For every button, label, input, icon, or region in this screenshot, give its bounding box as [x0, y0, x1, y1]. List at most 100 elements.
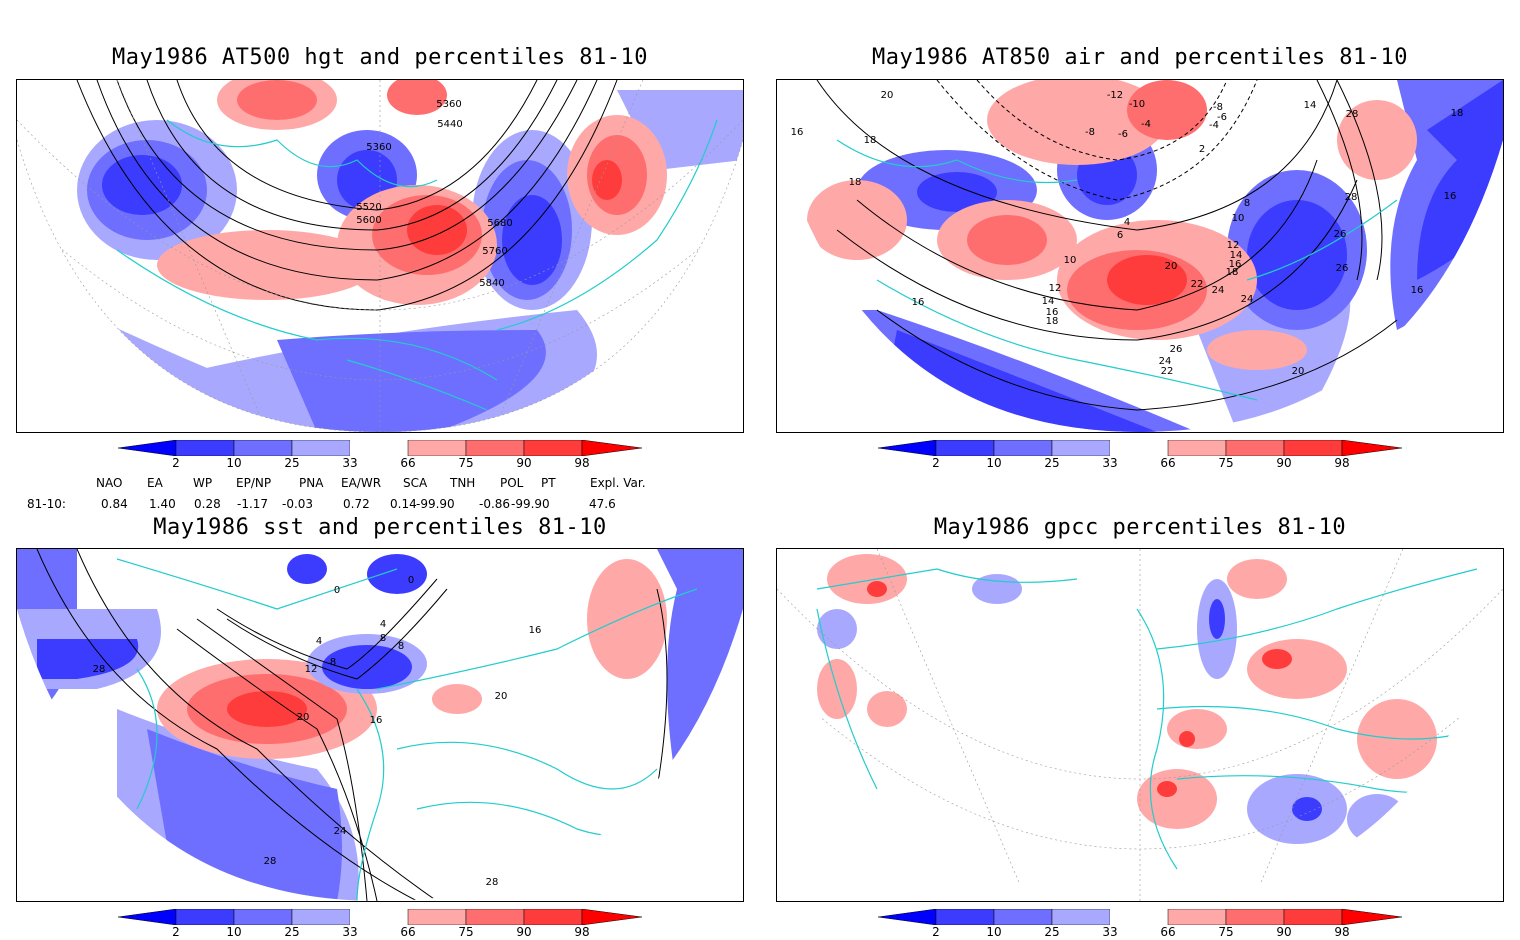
- colorbar-tr: 2 10 25 33 66 75 90 98: [877, 439, 1403, 470]
- index-value: 0.72: [343, 497, 370, 511]
- contour-label: 28: [93, 664, 106, 675]
- index-value: -0.03: [282, 497, 314, 511]
- contour-label: 12: [1049, 283, 1062, 294]
- index-value: -1.17: [237, 497, 269, 511]
- panel-title-bl: May1986 sst and percentiles 81-10: [153, 515, 607, 540]
- contour-label: 24: [1212, 285, 1225, 296]
- contour-label: 16: [370, 715, 383, 726]
- contour-label: 24: [1241, 294, 1254, 305]
- map-panel-sst: 0 0 4 4 8 8 12 8 16 20 20 28 16 24 28 28: [16, 548, 744, 902]
- contour-label: 8: [330, 657, 336, 668]
- index-value: -0.86: [479, 497, 511, 511]
- index-header: POL: [500, 476, 524, 490]
- contour-label: 5360: [366, 142, 391, 153]
- colorbar-label: 98: [574, 925, 590, 939]
- contour-label: 8: [380, 633, 386, 644]
- contour-label: 26: [1170, 344, 1183, 355]
- index-value: 0.28: [194, 497, 221, 511]
- index-value: 1.40: [149, 497, 176, 511]
- index-value: -99.90: [416, 497, 455, 511]
- index-header: EA/WR: [341, 476, 382, 490]
- contour-label: 5440: [437, 119, 462, 130]
- contour-label: 24: [1159, 356, 1172, 367]
- contour-label: 20: [1292, 366, 1305, 377]
- contour-label: 5760: [482, 246, 507, 257]
- colorbar-label: 33: [1102, 456, 1118, 470]
- contour-label: 10: [1064, 255, 1077, 266]
- contour-label: 4: [380, 619, 386, 630]
- colorbar-label: 90: [516, 925, 532, 939]
- contour-label: 26: [1336, 263, 1349, 274]
- contour-label: 28: [1345, 192, 1358, 203]
- index-header: NAO: [96, 476, 123, 490]
- index-header: PT: [541, 476, 556, 490]
- colorbar-label: 10: [986, 456, 1002, 470]
- colorbar-label: 33: [342, 925, 358, 939]
- contour-label: 28: [264, 856, 277, 867]
- contour-label: 16: [1229, 259, 1242, 270]
- contour-label: 2: [1199, 144, 1205, 155]
- contour-label: 14: [1230, 250, 1243, 261]
- contour-label: 5600: [356, 215, 381, 226]
- colorbar-label: 10: [226, 456, 242, 470]
- colorbar-label: 90: [1276, 925, 1292, 939]
- contour-label: 20: [495, 691, 508, 702]
- colorbar-label: 98: [1334, 925, 1350, 939]
- contour-label: 20: [1165, 261, 1178, 272]
- colorbar-label: 25: [1044, 925, 1060, 939]
- colorbar-label: 25: [284, 456, 300, 470]
- colorbar-label: 33: [342, 456, 358, 470]
- contour-label: -8: [1085, 127, 1095, 138]
- contour-labels-air850: 20 16 18 18 -12 -10 -8 -6 -4 -8 -6 -4 2 …: [791, 90, 1464, 377]
- contour-label: 20: [881, 90, 894, 101]
- index-header: SCA: [403, 476, 428, 490]
- contour-label: -12: [1107, 90, 1123, 101]
- colorbar-swatches: [117, 439, 643, 457]
- colorbar-br: 2 10 25 33 66 75 90 98: [877, 908, 1403, 939]
- contour-label: 0: [334, 585, 340, 596]
- contour-label: -8: [1213, 102, 1223, 113]
- contour-label: 5360: [436, 99, 461, 110]
- colorbar-tl: 2 10 25 33 66 75 90 98: [117, 439, 643, 470]
- colorbar-label: 90: [1276, 456, 1292, 470]
- contour-label: 16: [1411, 285, 1424, 296]
- contour-label: -6: [1118, 129, 1128, 140]
- contour-label: 22: [1161, 366, 1174, 377]
- colorbar-label: 98: [1334, 456, 1350, 470]
- contour-label: 16: [791, 127, 804, 138]
- contour-label: 6: [1117, 230, 1123, 241]
- index-header: EA: [147, 476, 163, 490]
- contour-label: 18: [864, 135, 877, 146]
- contour-label: 8: [398, 641, 404, 652]
- contour-label: 16: [1046, 307, 1059, 318]
- contour-label: 14: [1304, 100, 1317, 111]
- index-value: 0.84: [101, 497, 128, 511]
- index-header: Expl. Var.: [590, 476, 646, 490]
- contour-label: 4: [1124, 217, 1130, 228]
- contour-label: 10: [1232, 213, 1245, 224]
- index-row-label: 81-10:: [27, 497, 66, 511]
- contour-label: 5840: [479, 278, 504, 289]
- contour-labels-sst: 0 0 4 4 8 8 12 8 16 20 20 28 16 24 28 28: [93, 575, 542, 888]
- colorbar-label: 98: [574, 456, 590, 470]
- contour-label: -4: [1209, 120, 1219, 131]
- index-value: 47.6: [589, 497, 616, 511]
- contour-label: -4: [1141, 119, 1151, 130]
- map-panel-gpcc: [776, 548, 1504, 902]
- contour-label: 16: [529, 625, 542, 636]
- map-panel-air850: 20 16 18 18 -12 -10 -8 -6 -4 -8 -6 -4 2 …: [776, 79, 1504, 433]
- contour-label: 18: [1226, 267, 1239, 278]
- colorbar-label: 90: [516, 456, 532, 470]
- contour-labels-hgt500: 5360 5440 5360 5520 5600 5680 5760 5840: [356, 99, 512, 289]
- contour-label: 12: [1227, 240, 1240, 251]
- panel-title-br: May1986 gpcc percentiles 81-10: [933, 515, 1347, 540]
- contour-label: 5680: [487, 218, 512, 229]
- colorbar-label: 25: [284, 925, 300, 939]
- contour-label: 22: [1191, 279, 1204, 290]
- colorbar-label: 75: [458, 925, 474, 939]
- contour-label: 28: [1346, 109, 1359, 120]
- colorbar-label: 33: [1102, 925, 1118, 939]
- contour-label: 4: [316, 636, 322, 647]
- index-header: WP: [193, 476, 213, 490]
- contour-label: 28: [486, 877, 499, 888]
